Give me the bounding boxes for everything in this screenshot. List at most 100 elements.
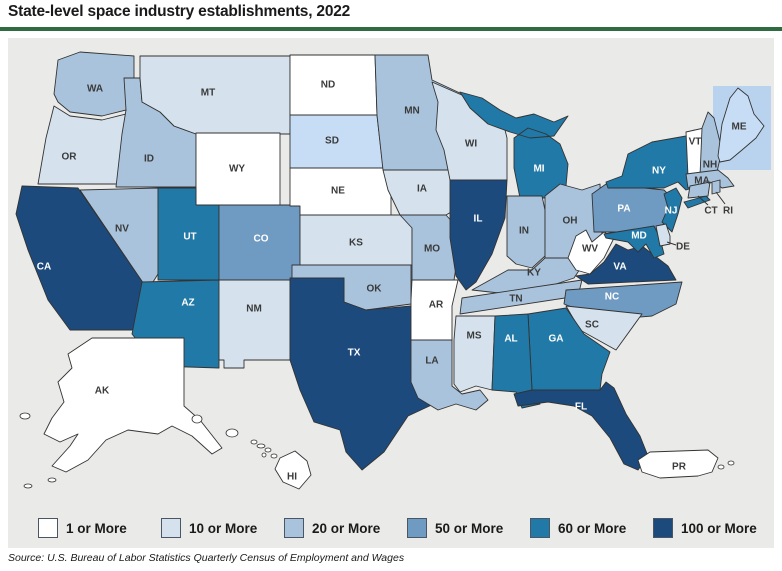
state-label-OH: OH bbox=[563, 216, 578, 227]
island bbox=[191, 414, 203, 424]
state-label-ME: ME bbox=[732, 122, 747, 133]
legend-swatch bbox=[284, 518, 304, 538]
state-label-MA: MA bbox=[694, 176, 710, 187]
callout-line-RI bbox=[715, 191, 726, 205]
island bbox=[23, 483, 33, 489]
state-LA[interactable] bbox=[410, 339, 489, 411]
legend-item-60-or-more: 60 or More bbox=[530, 518, 653, 538]
state-label-NM: NM bbox=[246, 304, 262, 315]
state-label-NE: NE bbox=[331, 186, 345, 197]
island bbox=[225, 428, 239, 438]
legend-label: 50 or More bbox=[435, 520, 504, 536]
state-label-HI: HI bbox=[287, 472, 297, 483]
state-DE[interactable] bbox=[655, 223, 671, 247]
legend-label: 60 or More bbox=[558, 520, 627, 536]
state-HI[interactable] bbox=[274, 450, 312, 490]
state-label-CA: CA bbox=[37, 262, 51, 273]
state-label-NV: NV bbox=[115, 224, 129, 235]
legend-item-10-or-more: 10 or More bbox=[161, 518, 284, 538]
island bbox=[19, 412, 31, 420]
state-label-NH: NH bbox=[703, 160, 717, 171]
state-label-SC: SC bbox=[585, 320, 599, 331]
legend-label: 1 or More bbox=[66, 520, 127, 536]
state-VA[interactable] bbox=[575, 243, 677, 285]
state-MI[interactable] bbox=[459, 91, 569, 199]
state-label-MN: MN bbox=[404, 106, 420, 117]
state-AL[interactable] bbox=[491, 313, 541, 409]
state-NJ[interactable] bbox=[661, 187, 683, 233]
state-label-AR: AR bbox=[429, 300, 444, 311]
island bbox=[264, 447, 272, 453]
state-IL[interactable] bbox=[449, 179, 508, 291]
state-label-RI: RI bbox=[723, 206, 733, 217]
us-choropleth-map[interactable]: WA OR CA NV ID MT WY UT CO AZ NM ND SD NE KS OK TX MN IA MO… bbox=[8, 38, 774, 508]
state-label-MS: MS bbox=[467, 331, 482, 342]
state-label-UT: UT bbox=[183, 232, 196, 243]
state-label-IA: IA bbox=[417, 184, 427, 195]
state-label-TX: TX bbox=[348, 348, 361, 359]
legend-item-100-or-more: 100 or More bbox=[653, 518, 757, 538]
state-FL[interactable] bbox=[513, 381, 649, 471]
legend-label: 100 or More bbox=[681, 520, 757, 536]
state-label-GA: GA bbox=[549, 334, 564, 345]
legend-swatch bbox=[38, 518, 58, 538]
state-label-CO: CO bbox=[254, 234, 269, 245]
state-ME[interactable] bbox=[717, 87, 765, 163]
state-label-WA: WA bbox=[87, 84, 103, 95]
state-label-MI: MI bbox=[533, 164, 544, 175]
state-label-PR: PR bbox=[672, 462, 687, 473]
legend-item-1-or-more: 1 or More bbox=[38, 518, 161, 538]
state-label-CT: CT bbox=[704, 206, 717, 217]
state-label-TN: TN bbox=[509, 294, 522, 305]
state-PR[interactable] bbox=[637, 449, 719, 479]
state-label-KY: KY bbox=[527, 268, 541, 279]
state-label-MT: MT bbox=[201, 88, 215, 99]
island bbox=[717, 464, 725, 470]
state-label-DE: DE bbox=[676, 242, 690, 253]
state-label-WV: WV bbox=[582, 244, 598, 255]
state-IN[interactable] bbox=[506, 195, 546, 269]
state-label-IN: IN bbox=[519, 226, 529, 237]
island bbox=[250, 439, 258, 445]
state-label-AK: AK bbox=[95, 386, 110, 397]
legend-item-50-or-more: 50 or More bbox=[407, 518, 530, 538]
map-panel: WA OR CA NV ID MT WY UT CO AZ NM ND SD NE KS OK TX MN IA MO… bbox=[8, 38, 774, 548]
state-RI[interactable] bbox=[711, 179, 721, 195]
state-label-OR: OR bbox=[62, 152, 78, 163]
state-label-ND: ND bbox=[321, 80, 335, 91]
state-label-IL: IL bbox=[474, 214, 483, 225]
legend-swatch bbox=[653, 518, 673, 538]
legend-swatch bbox=[407, 518, 427, 538]
state-label-NJ: NJ bbox=[665, 206, 678, 217]
legend-label: 20 or More bbox=[312, 520, 381, 536]
page-title: State-level space industry establishment… bbox=[8, 3, 351, 20]
callout-line-CT bbox=[697, 195, 709, 206]
state-label-VA: VA bbox=[613, 262, 626, 273]
state-label-KS: KS bbox=[349, 238, 363, 249]
state-label-MO: MO bbox=[424, 244, 440, 255]
island bbox=[256, 443, 266, 449]
island bbox=[270, 453, 278, 459]
title-rule bbox=[0, 27, 782, 31]
state-label-SD: SD bbox=[325, 136, 339, 147]
state-CT[interactable] bbox=[687, 181, 711, 199]
legend: 1 or More 10 or More 20 or More 50 or More 6… bbox=[38, 518, 757, 538]
state-label-OK: OK bbox=[367, 284, 383, 295]
island bbox=[47, 477, 57, 483]
state-label-NY: NY bbox=[652, 166, 666, 177]
legend-label: 10 or More bbox=[189, 520, 258, 536]
state-label-WI: WI bbox=[465, 139, 477, 150]
legend-item-20-or-more: 20 or More bbox=[284, 518, 407, 538]
state-label-ID: ID bbox=[144, 154, 154, 165]
state-label-WY: WY bbox=[229, 164, 245, 175]
state-label-VT: VT bbox=[689, 137, 702, 148]
state-label-FL: FL bbox=[575, 402, 587, 413]
source-note: Source: U.S. Bureau of Labor Statistics … bbox=[8, 552, 405, 564]
callout-line-DE bbox=[666, 241, 677, 246]
state-label-LA: LA bbox=[425, 356, 438, 367]
state-label-AZ: AZ bbox=[181, 298, 194, 309]
state-NM[interactable] bbox=[218, 279, 291, 369]
state-MS[interactable] bbox=[453, 315, 496, 393]
state-TX[interactable] bbox=[289, 277, 439, 471]
